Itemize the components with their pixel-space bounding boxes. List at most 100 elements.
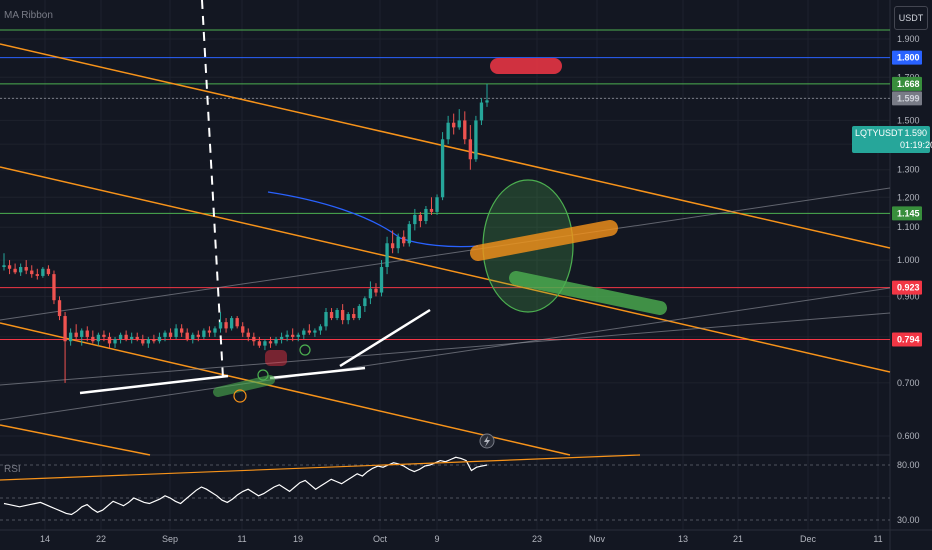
candle-body bbox=[168, 332, 173, 337]
ma-ribbon-label[interactable]: MA Ribbon bbox=[4, 10, 53, 21]
candle-body bbox=[329, 312, 334, 319]
candle-body bbox=[218, 322, 223, 329]
candle-body bbox=[224, 322, 228, 329]
circle-marker[interactable] bbox=[233, 389, 247, 403]
time-tick-label: 21 bbox=[733, 534, 743, 544]
candle-body bbox=[41, 268, 45, 276]
price-tag-label: 1.668 bbox=[897, 79, 920, 89]
white-trend-line[interactable] bbox=[339, 308, 431, 368]
candle-body bbox=[452, 122, 456, 128]
candle-body bbox=[418, 214, 423, 222]
candle-body bbox=[446, 122, 450, 140]
price-axis[interactable]: 1.9001.7001.6001.5001.4001.3001.2001.100… bbox=[892, 34, 922, 525]
candles bbox=[2, 83, 489, 383]
candle-body bbox=[130, 336, 134, 340]
candle-body bbox=[429, 208, 434, 212]
candle-body bbox=[302, 330, 306, 335]
green-marker-small[interactable] bbox=[213, 375, 275, 397]
candle-body bbox=[463, 120, 467, 140]
candle-body bbox=[229, 318, 234, 329]
trend-drawings[interactable] bbox=[0, 0, 891, 456]
orange-trendline[interactable] bbox=[0, 166, 891, 373]
price-tag[interactable] bbox=[892, 332, 922, 347]
candle-body bbox=[363, 298, 367, 307]
candle-body bbox=[135, 336, 139, 340]
candle-body bbox=[379, 267, 384, 293]
price-tag[interactable] bbox=[892, 280, 922, 295]
candle-body bbox=[35, 274, 39, 276]
candle-body bbox=[385, 243, 389, 268]
candle-body bbox=[146, 339, 151, 344]
ma-line[interactable] bbox=[267, 191, 479, 248]
candle-body bbox=[174, 328, 178, 337]
candle-body bbox=[296, 334, 300, 337]
candle-body bbox=[18, 267, 23, 273]
price-tick-label: 1.100 bbox=[897, 222, 920, 232]
circle-marker[interactable] bbox=[257, 369, 269, 381]
candle-body bbox=[485, 100, 489, 103]
candle-body bbox=[157, 336, 162, 342]
candle-body bbox=[479, 102, 484, 121]
green-highlight-stroke[interactable] bbox=[509, 271, 667, 315]
candle-body bbox=[241, 326, 245, 333]
gray-trendline[interactable] bbox=[0, 287, 891, 421]
candle-body bbox=[13, 268, 17, 273]
white-support-line[interactable] bbox=[79, 374, 229, 395]
orange-trendline[interactable] bbox=[0, 43, 891, 249]
candle-body bbox=[257, 341, 262, 346]
candle-body bbox=[152, 339, 156, 342]
gray-trendline[interactable] bbox=[0, 312, 891, 386]
time-tick-label: 23 bbox=[532, 534, 542, 544]
candle-body bbox=[46, 268, 51, 275]
rsi-tick-label: 80.00 bbox=[897, 460, 920, 470]
candle-body bbox=[202, 330, 206, 337]
currency-button[interactable]: USDT bbox=[894, 6, 928, 30]
time-tick-label: 22 bbox=[96, 534, 106, 544]
symbol-price-tag: LQTYUSDT 1.590 01:19:20 bbox=[852, 126, 932, 153]
price-tag-label: 0.923 bbox=[897, 283, 920, 293]
rsi-label[interactable]: RSI bbox=[4, 464, 21, 475]
candle-body bbox=[246, 332, 250, 337]
time-tick-label: Oct bbox=[373, 534, 388, 544]
orange-trendline[interactable] bbox=[0, 322, 571, 456]
candle-body bbox=[235, 318, 239, 327]
time-tick-label: 11 bbox=[873, 534, 882, 544]
white-support-line[interactable] bbox=[269, 366, 366, 380]
price-tag[interactable] bbox=[892, 91, 922, 106]
gray-trendline[interactable] bbox=[0, 187, 891, 321]
candle-body bbox=[263, 341, 267, 346]
price-tick-label: 0.700 bbox=[897, 378, 920, 388]
price-tag[interactable] bbox=[892, 76, 922, 91]
candle-body bbox=[407, 224, 411, 244]
candle-body bbox=[179, 328, 184, 333]
rsi-trendline[interactable] bbox=[0, 454, 641, 481]
orange-trendline[interactable] bbox=[0, 424, 151, 456]
red-target-marker[interactable] bbox=[490, 58, 562, 74]
candle-body bbox=[113, 339, 117, 344]
time-axis[interactable]: 14 22 Sep 11 19 Oct 9 23 Nov 13 21 Dec 11 bbox=[40, 534, 883, 544]
candle-body bbox=[163, 332, 167, 337]
price-tag[interactable] bbox=[892, 50, 922, 65]
rsi-pane bbox=[0, 454, 890, 521]
price-tag-label: 0.794 bbox=[897, 335, 920, 345]
price-tick-label: 1.300 bbox=[897, 165, 920, 175]
candle-body bbox=[285, 334, 289, 337]
candle-body bbox=[346, 314, 350, 321]
candle-body bbox=[213, 328, 217, 333]
orange-highlight-stroke[interactable] bbox=[470, 220, 618, 261]
candle-body bbox=[96, 334, 101, 342]
candle-body bbox=[279, 336, 284, 340]
candle-body bbox=[457, 120, 461, 128]
candle-body bbox=[196, 334, 200, 337]
price-tag[interactable] bbox=[892, 206, 922, 221]
circle-marker[interactable] bbox=[299, 344, 311, 356]
price-tick-label: 0.600 bbox=[897, 431, 920, 441]
candle-body bbox=[307, 330, 312, 333]
candle-body bbox=[74, 332, 78, 337]
annotations[interactable] bbox=[79, 58, 667, 449]
price-tick-label: 1.900 bbox=[897, 34, 920, 44]
candle-body bbox=[318, 326, 323, 331]
time-tick-label: 19 bbox=[293, 534, 303, 544]
red-marker-small[interactable] bbox=[265, 350, 287, 366]
